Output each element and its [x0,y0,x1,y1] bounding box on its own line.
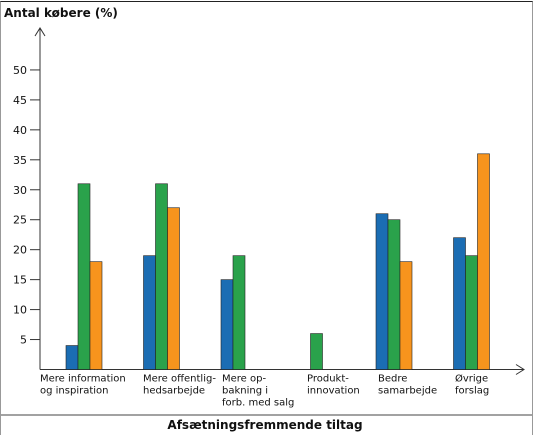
bar [477,153,490,370]
chart-title: Antal købere (%) [4,6,118,20]
y-tick-label: 40 [13,124,27,137]
bar [232,255,246,370]
bar [375,213,389,370]
x-tick-label: samarbejde [378,386,437,397]
x-tick-label: innovation [307,386,360,397]
y-tick-label: 25 [13,214,27,227]
x-tick-label: bakning i [222,386,268,397]
y-tick-label: 10 [13,304,27,317]
y-tick-label: 15 [13,274,27,287]
bar [89,261,103,370]
bar [167,207,180,370]
y-tick-label: 5 [20,334,27,347]
x-tick-label: Mere information [40,374,126,385]
y-tick-label: 45 [13,94,27,107]
y-tick-label: 30 [13,184,27,197]
y-axis-arrow [34,27,46,37]
x-tick-label: Øvrige [455,373,488,385]
bar [220,279,234,370]
x-tick-label: og inspiration [40,386,109,397]
bar [143,255,156,370]
bar [155,183,168,370]
x-tick-label: hedsarbejde [143,386,205,397]
x-tick-label: Mere offentlig- [143,374,216,385]
x-tick-label: forslag [455,386,489,397]
bar [453,237,466,370]
y-tick-label: 20 [13,244,27,257]
x-axis-arrow [515,364,525,375]
bar [387,219,401,370]
x-tick-label: forb. med salg [222,398,294,409]
bar [399,261,413,370]
x-tick-label: Mere op- [222,374,266,385]
x-tick-label: Produkt- [307,374,349,385]
x-tick-label: Bedre [378,374,407,385]
bar [310,333,323,370]
bar [65,345,79,370]
y-tick-label: 35 [13,154,27,167]
x-axis-title: Afsætningsfremmende tiltag [167,418,362,432]
y-tick-label: 50 [13,64,27,77]
bar [465,255,478,370]
bar [77,183,91,370]
